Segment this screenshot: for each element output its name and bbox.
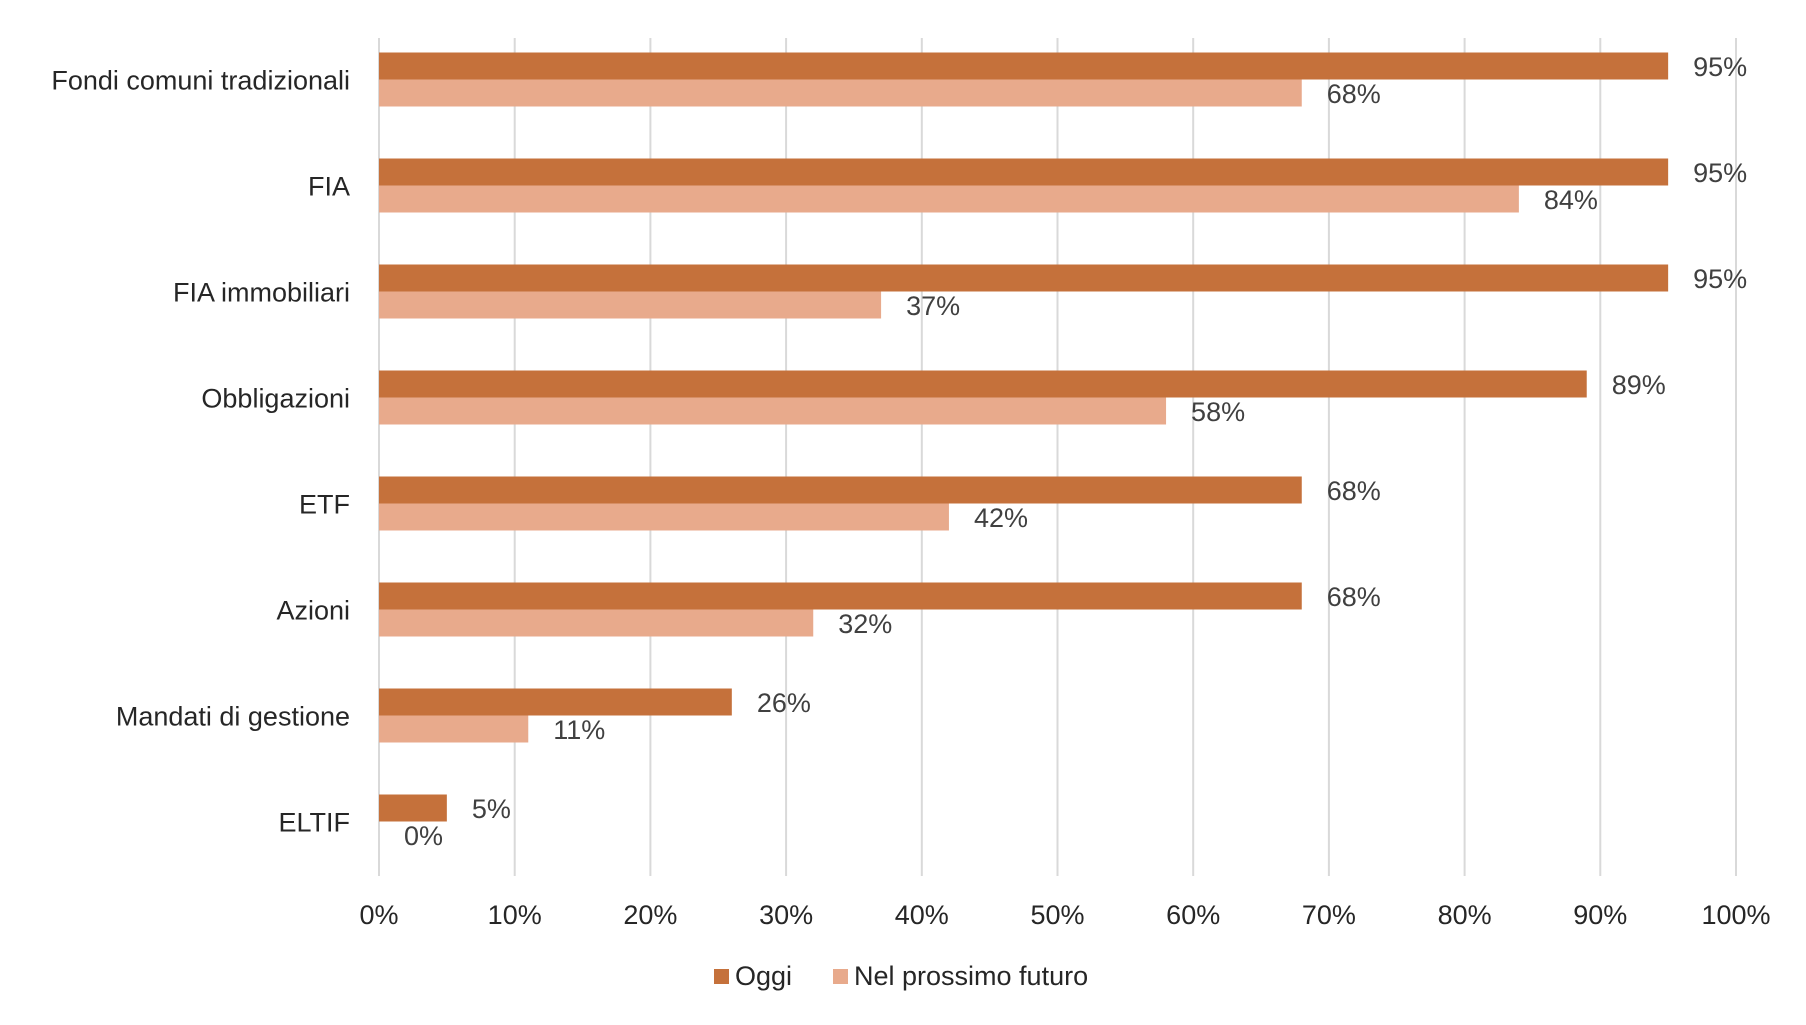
- data-label: 68%: [1327, 582, 1381, 612]
- x-tick-labels: 0% 10% 20% 30% 40% 50% 60% 70% 80% 90% 100%: [359, 900, 1770, 930]
- x-tick-label: 20%: [623, 900, 677, 930]
- bar-oggi: [379, 476, 1302, 504]
- x-tick-label: 0%: [359, 900, 398, 930]
- bar-futuro: [379, 609, 814, 637]
- bar-oggi: [379, 264, 1669, 292]
- data-label: 84%: [1544, 185, 1598, 215]
- x-tick-label: 50%: [1030, 900, 1084, 930]
- legend-swatch: [833, 969, 848, 984]
- data-label: 37%: [906, 291, 960, 321]
- bars: [379, 52, 1669, 822]
- data-label: 68%: [1327, 476, 1381, 506]
- bar-oggi: [379, 52, 1669, 80]
- bar-futuro: [379, 397, 1167, 425]
- x-tick-label: 40%: [895, 900, 949, 930]
- bar-oggi: [379, 688, 732, 716]
- bar-oggi: [379, 370, 1587, 398]
- legend-label: Nel prossimo futuro: [854, 961, 1088, 991]
- category-label: FIA immobiliari: [173, 278, 350, 308]
- bar-futuro: [379, 185, 1519, 213]
- x-tick-label: 10%: [488, 900, 542, 930]
- bar-futuro: [379, 715, 529, 743]
- legend-label: Oggi: [735, 961, 792, 991]
- data-label: 58%: [1191, 397, 1245, 427]
- category-label: Fondi comuni tradizionali: [51, 66, 350, 96]
- bar-futuro: [379, 79, 1302, 107]
- x-tick-label: 90%: [1573, 900, 1627, 930]
- bar-oggi: [379, 794, 447, 822]
- data-labels: 95% 68% 95% 84% 95% 37% 89% 58% 68% 42% 68% 32% 26% 1…: [404, 52, 1747, 851]
- data-label: 11%: [553, 715, 605, 745]
- legend-swatch: [714, 969, 729, 984]
- x-tick-label: 30%: [759, 900, 813, 930]
- bar-futuro: [379, 291, 882, 319]
- legend: Oggi Nel prossimo futuro: [714, 961, 1088, 991]
- data-label: 0%: [404, 821, 443, 851]
- bar-futuro: [379, 503, 949, 531]
- data-label: 26%: [757, 688, 811, 718]
- x-tick-label: 100%: [1701, 900, 1770, 930]
- data-label: 95%: [1693, 158, 1747, 188]
- data-label: 95%: [1693, 52, 1747, 82]
- category-label: ETF: [299, 490, 350, 520]
- data-label: 89%: [1612, 370, 1666, 400]
- category-label: ELTIF: [278, 808, 350, 838]
- x-tick-label: 80%: [1438, 900, 1492, 930]
- data-label: 32%: [838, 609, 892, 639]
- x-tick-label: 60%: [1166, 900, 1220, 930]
- category-label: Azioni: [276, 596, 350, 626]
- data-label: 42%: [974, 503, 1028, 533]
- bar-oggi: [379, 158, 1669, 186]
- x-tick-label: 70%: [1302, 900, 1356, 930]
- data-label: 5%: [472, 794, 511, 824]
- data-label: 68%: [1327, 79, 1381, 109]
- category-labels: Fondi comuni tradizionali FIA FIA immobili…: [51, 66, 350, 838]
- data-label: 95%: [1693, 264, 1747, 294]
- category-label: Mandati di gestione: [116, 702, 350, 732]
- category-label: FIA: [308, 172, 350, 202]
- bar-oggi: [379, 582, 1302, 610]
- category-label: Obbligazioni: [201, 384, 350, 414]
